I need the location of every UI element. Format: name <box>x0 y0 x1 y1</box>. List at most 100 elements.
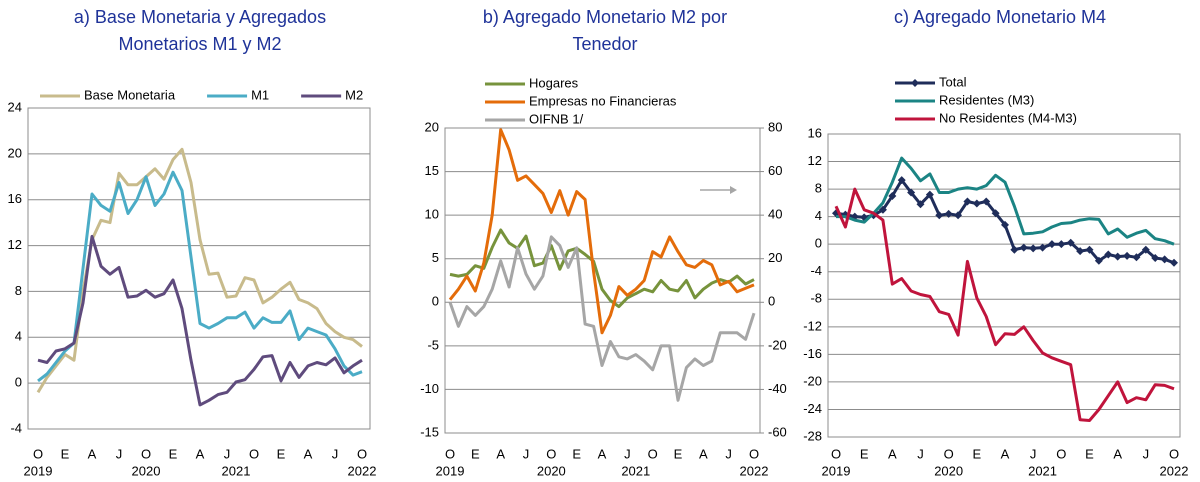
y-tick-label: -10 <box>420 381 439 396</box>
point-marker <box>944 209 953 218</box>
chart-title: a) Base Monetaria y Agregados <box>74 7 326 27</box>
point-marker <box>925 190 934 199</box>
plot-frame <box>27 107 371 430</box>
y-tick-label: 20 <box>8 145 22 160</box>
y-tick-label: 12 <box>8 237 22 252</box>
x-tick-label: A <box>888 446 897 461</box>
point-marker <box>1047 240 1056 249</box>
point-marker <box>1170 258 1178 267</box>
x-tick-label: O <box>357 446 367 461</box>
y2-tick-label: 40 <box>768 207 782 222</box>
x-year-label: 2021 <box>222 463 251 478</box>
x-tick-label: O <box>648 446 658 461</box>
x-tick-label: J <box>917 446 924 461</box>
point-marker <box>972 199 981 208</box>
y2-tick-label: -40 <box>768 381 787 396</box>
x-tick-label: J <box>624 446 631 461</box>
x-tick-label: A <box>88 446 97 461</box>
x-tick-label: O <box>546 446 556 461</box>
x-tick-label: A <box>196 446 205 461</box>
legend-label: Base Monetaria <box>84 87 176 102</box>
point-marker <box>1141 245 1150 254</box>
x-tick-label: O <box>749 446 759 461</box>
x-year-label: 2020 <box>934 463 963 478</box>
chart-title: b) Agregado Monetario M2 por <box>483 7 727 27</box>
point-marker <box>907 188 916 197</box>
point-marker <box>1151 253 1160 262</box>
x-tick-label: O <box>33 446 43 461</box>
y-tick-label: 16 <box>8 191 22 206</box>
x-tick-label: J <box>1030 446 1037 461</box>
y-tick-label: -28 <box>803 428 822 443</box>
point-marker <box>991 209 1000 218</box>
x-tick-label: O <box>1169 446 1179 461</box>
x-year-label: 2021 <box>621 463 650 478</box>
x-tick-label: E <box>674 446 683 461</box>
x-tick-label: A <box>598 446 607 461</box>
series-line <box>448 128 755 335</box>
legend-label: Empresas no Financieras <box>529 93 677 108</box>
y-tick-label: -12 <box>803 318 822 333</box>
point-marker <box>1019 243 1028 252</box>
x-year-label: 2019 <box>822 463 851 478</box>
y2-tick-label: 20 <box>768 250 782 265</box>
legend-label: OIFNB 1/ <box>529 111 584 126</box>
y2-tick-label: -60 <box>768 424 787 439</box>
series-line <box>448 235 756 402</box>
legend-label: M2 <box>345 87 363 102</box>
x-tick-label: O <box>445 446 455 461</box>
chart-title: c) Agregado Monetario M4 <box>894 7 1106 27</box>
point-marker <box>888 191 897 200</box>
x-tick-label: E <box>61 446 70 461</box>
x-year-label: 2019 <box>24 463 53 478</box>
y-tick-label: 4 <box>15 329 22 344</box>
point-marker <box>1123 251 1132 260</box>
x-tick-label: J <box>523 446 530 461</box>
y-tick-label: 16 <box>808 125 822 140</box>
y-tick-label: 15 <box>425 163 439 178</box>
chart-title: Tenedor <box>572 34 637 54</box>
point-marker <box>1029 244 1038 253</box>
x-tick-label: O <box>141 446 151 461</box>
point-marker <box>1038 243 1047 252</box>
y-tick-label: -16 <box>803 346 822 361</box>
point-marker <box>963 197 972 206</box>
series-line <box>836 156 1175 246</box>
y-tick-label: -15 <box>420 424 439 439</box>
point-marker <box>1113 252 1122 261</box>
x-year-label: 2019 <box>436 463 465 478</box>
point-marker <box>1132 253 1141 262</box>
plot-frame <box>827 133 1181 438</box>
x-tick-label: J <box>116 446 123 461</box>
x-tick-label: J <box>332 446 339 461</box>
x-year-label: 2022 <box>1160 463 1189 478</box>
point-marker <box>897 176 906 185</box>
point-marker <box>1104 250 1113 259</box>
x-tick-label: A <box>1001 446 1010 461</box>
x-year-label: 2021 <box>1028 463 1057 478</box>
point-marker <box>916 200 925 209</box>
series-line <box>37 170 363 383</box>
legend-label: M1 <box>251 87 269 102</box>
legend-label: Total <box>939 74 967 89</box>
x-tick-label: E <box>572 446 581 461</box>
x-tick-label: A <box>699 446 708 461</box>
arrow <box>700 186 737 194</box>
x-tick-label: O <box>944 446 954 461</box>
y2-tick-label: 0 <box>768 294 775 309</box>
y2-tick-label: -20 <box>768 337 787 352</box>
point-marker <box>982 197 991 206</box>
x-tick-label: A <box>304 446 313 461</box>
y-tick-label: 0 <box>15 375 22 390</box>
point-marker <box>1076 247 1085 256</box>
x-tick-label: O <box>831 446 841 461</box>
chart-title: Monetarios M1 y M2 <box>118 34 281 54</box>
point-marker <box>1160 255 1169 264</box>
x-tick-label: E <box>169 446 178 461</box>
y-tick-label: -4 <box>810 263 822 278</box>
point-marker <box>1094 256 1103 265</box>
x-year-label: 2022 <box>348 463 377 478</box>
legend-label: No Residentes (M4-M3) <box>939 110 1077 125</box>
series-line <box>449 228 755 309</box>
